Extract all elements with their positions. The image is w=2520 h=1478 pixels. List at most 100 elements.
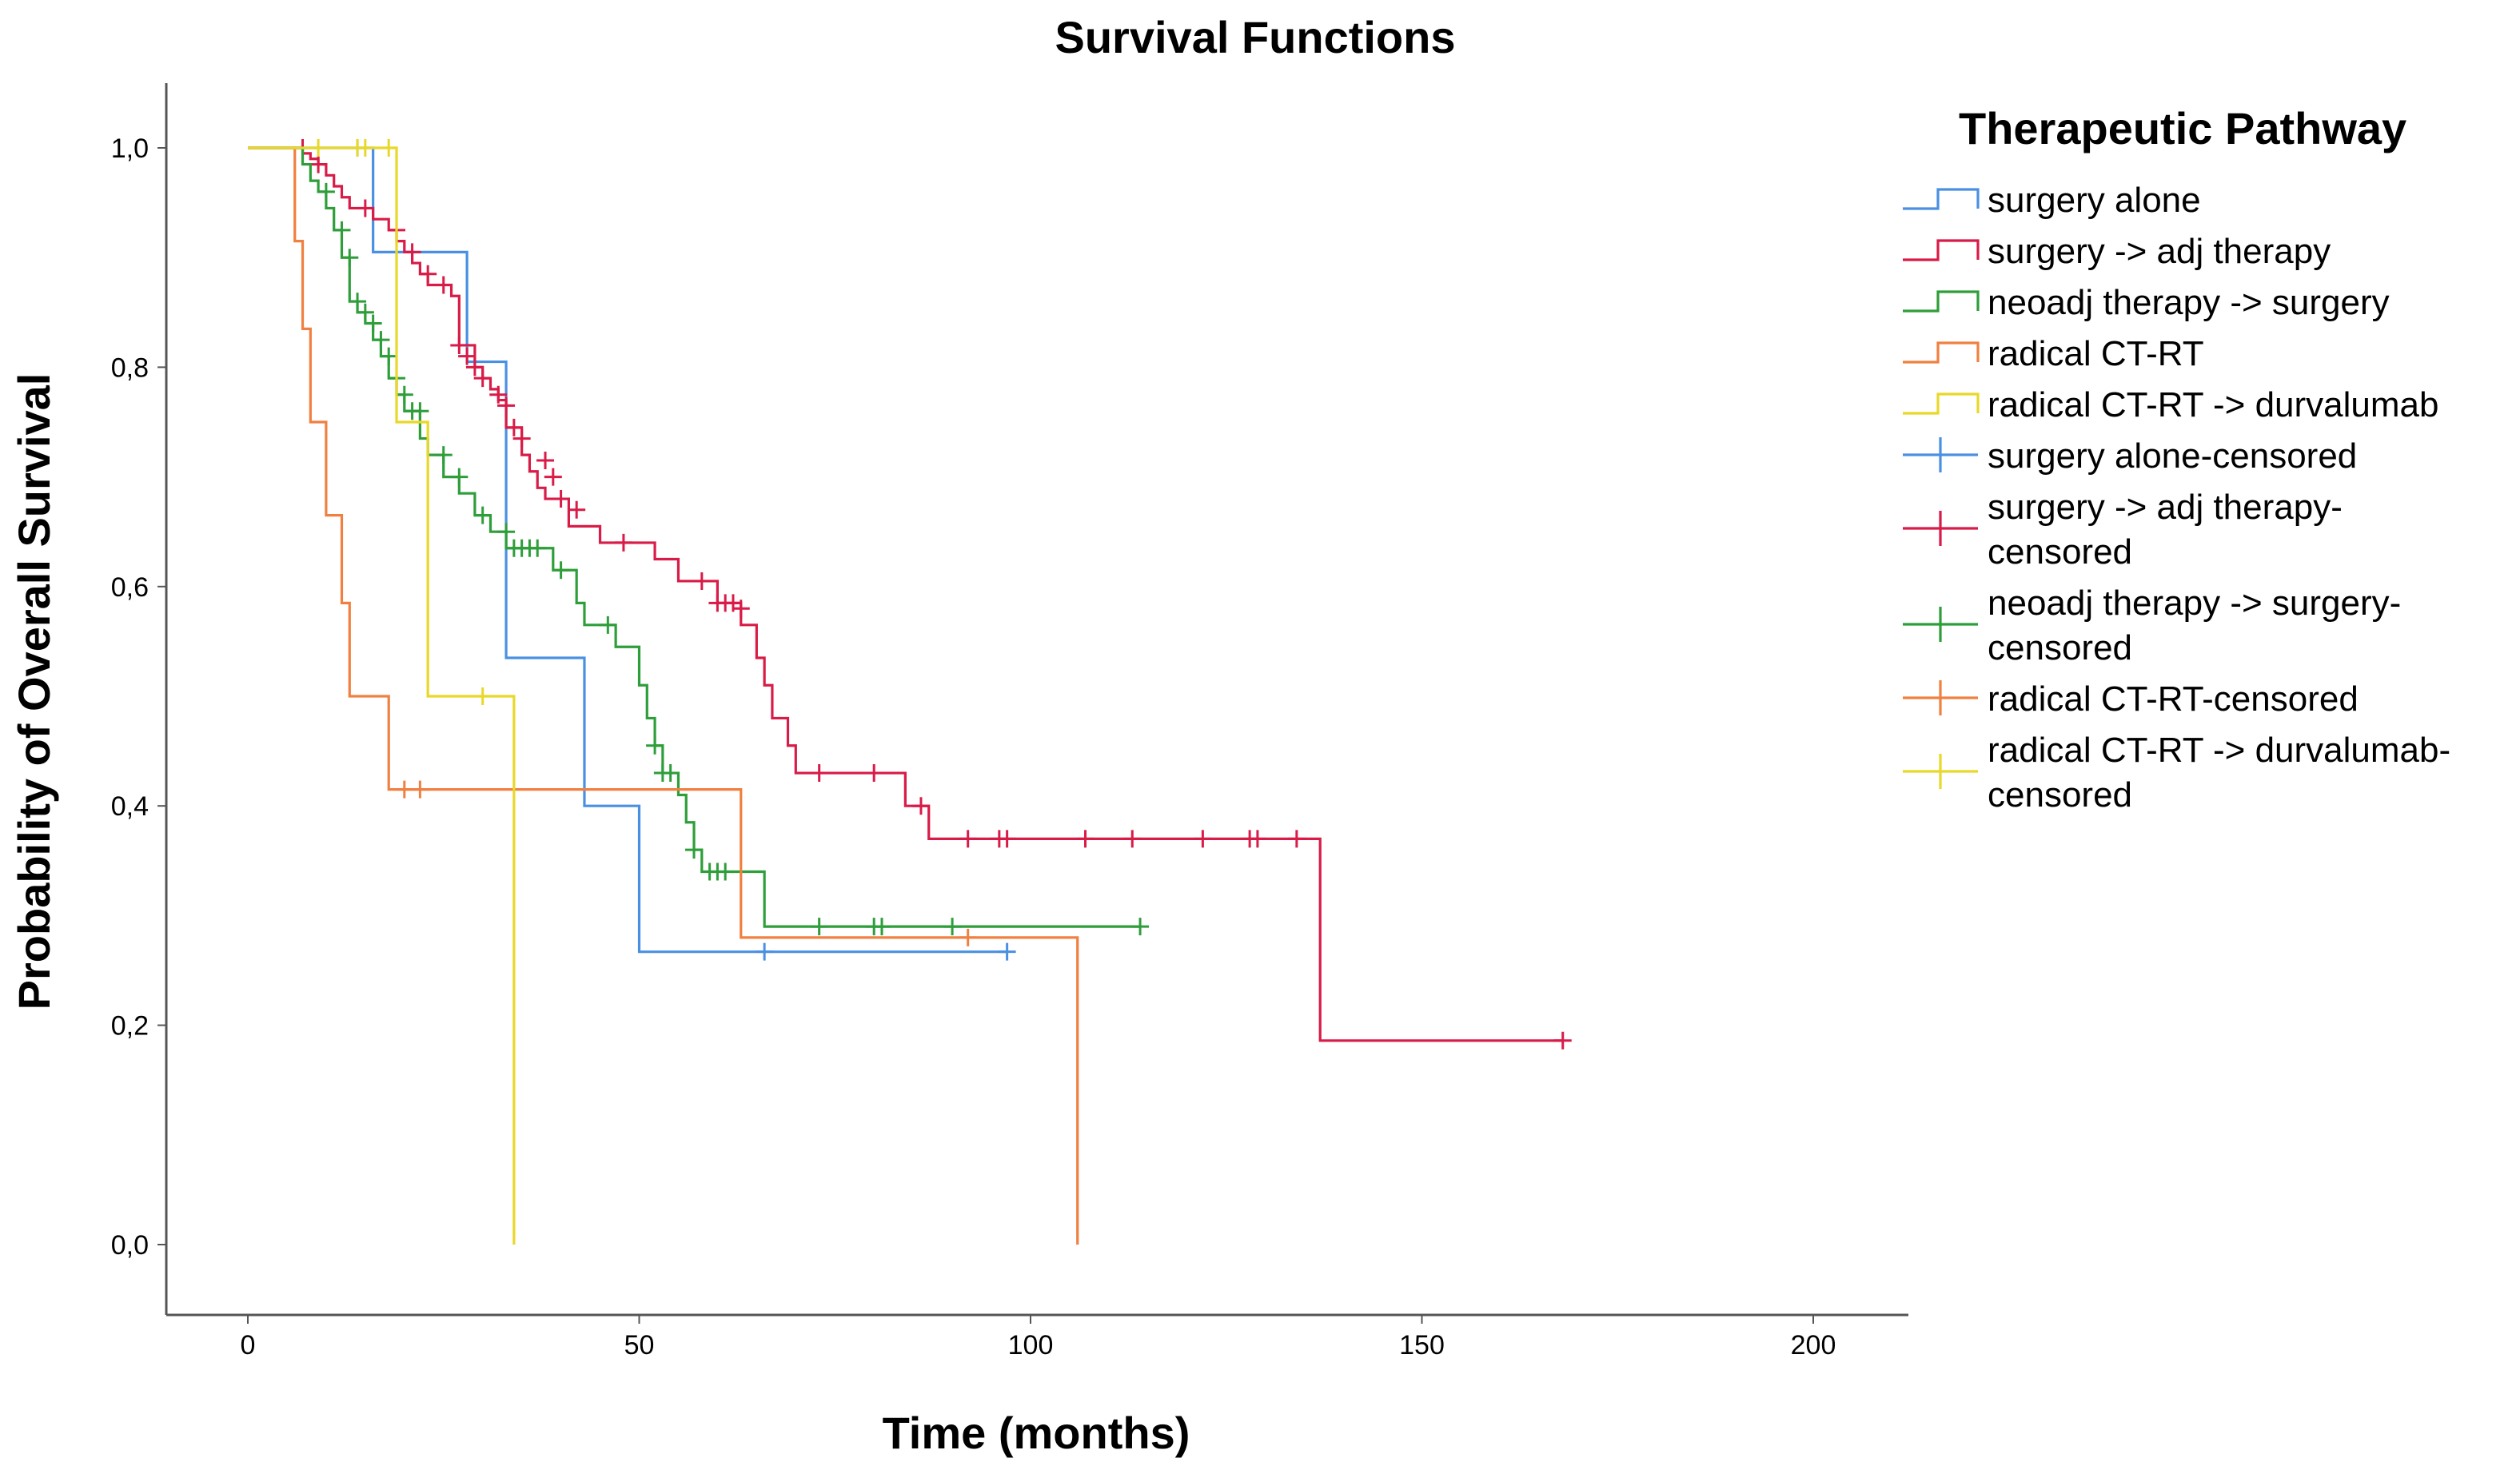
x-tick-label: 150 bbox=[1399, 1330, 1445, 1360]
censor-mark bbox=[512, 429, 531, 448]
legend-swatch-censor bbox=[1903, 754, 1978, 789]
legend-title: Therapeutic Pathway bbox=[1959, 103, 2406, 153]
censor-mark bbox=[998, 830, 1016, 848]
censor-mark bbox=[434, 276, 453, 294]
legend-label: radical CT-RT bbox=[1988, 334, 2204, 373]
censor-mark bbox=[473, 506, 492, 524]
legend-item: surgery -> adj therapy bbox=[1903, 232, 2331, 271]
legend-label: radical CT-RT -> durvalumab- bbox=[1988, 731, 2450, 770]
censor-mark bbox=[552, 490, 570, 508]
censor-mark bbox=[333, 221, 351, 239]
censor-mark bbox=[732, 600, 750, 618]
censor-mark bbox=[536, 452, 555, 470]
censor-mark bbox=[872, 918, 891, 936]
censor-mark bbox=[756, 942, 774, 961]
x-tick-label: 50 bbox=[624, 1330, 655, 1360]
censor-mark bbox=[411, 780, 429, 799]
legend-label: surgery alone bbox=[1988, 181, 2201, 220]
censor-mark bbox=[450, 468, 469, 486]
censor-mark bbox=[614, 533, 632, 552]
legend-swatch-step bbox=[1903, 392, 1980, 415]
legend-items: surgery alone surgery -> adj therapy neoad… bbox=[1903, 181, 2450, 815]
survival-curve-surgery_alone bbox=[248, 146, 1007, 954]
censor-mark bbox=[599, 616, 617, 634]
legend-swatch-censor bbox=[1903, 511, 1978, 546]
censor-mark bbox=[1123, 830, 1142, 848]
censor-mark bbox=[1287, 830, 1306, 848]
axes bbox=[165, 83, 1908, 1317]
censor-mark bbox=[309, 139, 328, 157]
censor-mark bbox=[504, 418, 523, 436]
legend-item: radical CT-RT -> durvalumab-censored bbox=[1903, 731, 2450, 815]
censor-mark bbox=[497, 396, 516, 415]
censor-mark bbox=[411, 402, 429, 420]
legend-swatch-censor bbox=[1903, 607, 1978, 642]
censor-mark bbox=[528, 539, 547, 557]
survival-curve-radical_ctrt bbox=[248, 146, 1079, 1245]
legend-label: surgery alone-censored bbox=[1988, 436, 2357, 476]
censor-mark bbox=[568, 500, 586, 519]
censor-mark bbox=[356, 303, 374, 321]
censor-mark bbox=[810, 918, 828, 936]
censor-mark bbox=[356, 199, 374, 217]
censor-mark bbox=[943, 918, 962, 936]
legend-label: censored bbox=[1988, 532, 2132, 572]
censor-mark bbox=[497, 523, 516, 541]
y-tick-label: 1,0 bbox=[111, 133, 149, 164]
censor-mark bbox=[692, 572, 711, 590]
censor-mark bbox=[865, 764, 883, 783]
x-tick-label: 100 bbox=[1008, 1330, 1054, 1360]
censor-mark bbox=[465, 358, 484, 376]
legend-swatch-censor bbox=[1903, 680, 1978, 715]
censor-mark bbox=[309, 155, 328, 173]
censor-mark bbox=[489, 385, 508, 404]
legend-swatch-step bbox=[1903, 188, 1980, 210]
chart-title: Survival Functions bbox=[1055, 12, 1456, 62]
censor-mark bbox=[395, 780, 413, 799]
legend-label: censored bbox=[1988, 775, 2132, 815]
y-tick-label: 0,6 bbox=[111, 572, 149, 603]
legend-item: radical CT-RT -> durvalumab bbox=[1903, 385, 2438, 424]
legend-item: radical CT-RT-censored bbox=[1903, 679, 2359, 719]
y-tick-label: 0,8 bbox=[111, 353, 149, 383]
censor-mark bbox=[1076, 830, 1095, 848]
censor-mark bbox=[552, 561, 570, 580]
series-radical_ctrt bbox=[248, 146, 1079, 1245]
censor-mark bbox=[341, 249, 359, 267]
censor-mark bbox=[661, 764, 680, 783]
legend-label: surgery -> adj therapy bbox=[1988, 232, 2331, 271]
legend-label: neoadj therapy -> surgery bbox=[1988, 283, 2390, 322]
censor-mark bbox=[458, 347, 476, 365]
y-tick-label: 0,4 bbox=[111, 791, 149, 822]
legend: Therapeutic Pathway surgery alonesurgery… bbox=[1903, 103, 2450, 815]
series-neoadj_surgery bbox=[248, 146, 1150, 936]
censor-mark bbox=[1248, 830, 1266, 848]
series-layer bbox=[248, 139, 1572, 1245]
legend-item: neoadj therapy -> surgery-censored bbox=[1903, 584, 2401, 667]
x-tick-label: 0 bbox=[241, 1330, 256, 1360]
legend-label: censored bbox=[1988, 628, 2132, 667]
censor-mark bbox=[450, 336, 469, 354]
censor-mark bbox=[473, 687, 492, 705]
legend-label: surgery -> adj therapy- bbox=[1988, 488, 2343, 527]
censor-mark bbox=[959, 830, 977, 848]
legend-swatch-step bbox=[1903, 341, 1980, 364]
censor-mark bbox=[716, 862, 735, 881]
censor-mark bbox=[364, 314, 382, 333]
legend-item: surgery alone bbox=[1903, 181, 2201, 220]
censor-mark bbox=[544, 468, 562, 486]
series-ctrt_durva bbox=[248, 139, 516, 1245]
censor-mark bbox=[1194, 830, 1212, 848]
y-tick-label: 0,2 bbox=[111, 1011, 149, 1042]
censor-mark bbox=[911, 797, 930, 815]
axis-ticks: 0 50 100 150 200 0,0 0,2 0,4 0,6 0,8 1,0 bbox=[111, 133, 1836, 1360]
censor-mark bbox=[1131, 918, 1150, 936]
legend-item: surgery -> adj therapy-censored bbox=[1903, 488, 2343, 572]
legend-label: radical CT-RT-censored bbox=[1988, 679, 2359, 719]
censor-mark bbox=[959, 928, 977, 946]
legend-label: radical CT-RT -> durvalumab bbox=[1988, 385, 2438, 424]
censor-mark bbox=[646, 736, 664, 755]
legend-swatch-censor bbox=[1903, 437, 1978, 472]
